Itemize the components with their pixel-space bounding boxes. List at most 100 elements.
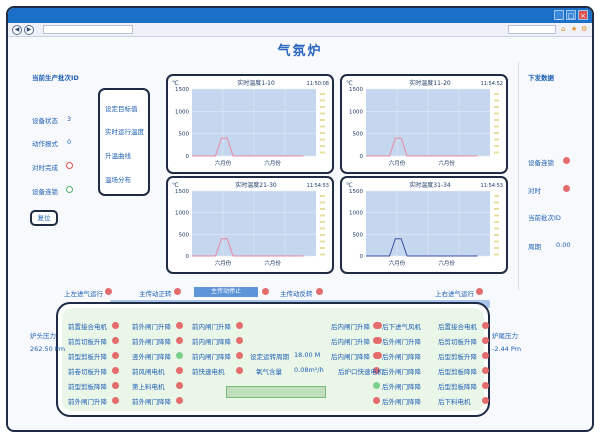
home-icon[interactable]: ⌂ [561, 25, 566, 33]
y-tick-label: 500 [179, 132, 190, 138]
furnace-item-label: 前型剪板降降 [68, 383, 107, 391]
chart-unit: ℃ [346, 182, 353, 189]
furnace-item-indicator[interactable] [373, 337, 380, 344]
legend-swatch [320, 214, 325, 217]
furnace-item-indicator[interactable] [176, 337, 183, 344]
furnace-item-indicator[interactable] [112, 352, 119, 359]
time-sync-indicator [66, 162, 73, 169]
legend-swatch [494, 106, 499, 108]
legend-swatch [320, 234, 325, 236]
legend-swatch [494, 119, 499, 121]
right-pressure-label: 炉尾压力 [492, 332, 518, 340]
furnace-item-indicator[interactable] [112, 322, 119, 329]
furnace-item-indicator[interactable] [236, 352, 243, 359]
legend-swatch [494, 93, 499, 95]
address-bar[interactable] [43, 25, 133, 34]
close-icon[interactable]: × [578, 10, 588, 20]
maximize-icon[interactable]: □ [566, 10, 576, 20]
furnace-item-indicator[interactable] [176, 352, 183, 359]
furnace-item-label: 后下料电机 [438, 398, 471, 406]
series-line [366, 238, 478, 257]
search-input[interactable] [508, 25, 556, 34]
furnace-item-indicator[interactable] [373, 382, 380, 389]
chart-title: 实时温度31-34 [409, 181, 451, 189]
right-section-title: 下发数据 [528, 74, 554, 82]
furnace-item-indicator[interactable] [482, 322, 489, 329]
chart-time: 11:54:53 [307, 183, 329, 189]
legend-swatch [320, 201, 325, 204]
chart-temp-31-34: ℃ 实时温度31-34 11:54:53 0 500 1000 1500 六月份 六月份 [340, 176, 508, 274]
menu-realtime-temp[interactable]: 实时运行温度 [105, 128, 144, 136]
furnace-item-indicator[interactable] [482, 382, 489, 389]
legend-swatch [320, 145, 325, 147]
legend-swatch [494, 253, 499, 256]
reset-button[interactable]: 复位 [30, 210, 58, 226]
furnace-item-label: 第上料电机 [132, 383, 165, 391]
title-bar: _ □ × [8, 8, 592, 23]
y-tick-label: 1000 [349, 109, 363, 115]
furnace-item-indicator[interactable] [112, 382, 119, 389]
furnace-item-label: 前外闸门升降 [68, 398, 107, 406]
y-tick-label: 1500 [175, 189, 189, 195]
furnace-item-indicator[interactable] [236, 322, 243, 329]
menu-temp-field[interactable]: 温场分布 [105, 176, 131, 184]
left-gas-indicator [105, 288, 112, 295]
menu-target-setting[interactable]: 设定目标值 [105, 105, 138, 113]
furnace-item-indicator[interactable] [373, 367, 380, 374]
main-status-indicator [262, 288, 269, 295]
chart-temp-1-10: ℃ 实时温度1-10 11:50:08 0 500 1000 1500 六月份 六月份 [166, 74, 334, 174]
furnace-item-label: 前外闸门升降 [132, 323, 171, 331]
y-tick-label: 0 [186, 154, 190, 160]
furnace-item-label: 前快速电机 [192, 368, 225, 376]
action-mode-value: 0 [67, 138, 72, 146]
legend-swatch [494, 208, 499, 210]
x-tick-label: 六月份 [215, 159, 232, 167]
y-tick-label: 500 [179, 232, 190, 238]
furnace-item-indicator[interactable] [176, 322, 183, 329]
furnace-item-indicator[interactable] [176, 397, 183, 404]
x-tick-label: 六月份 [264, 259, 281, 267]
furnace-item-indicator[interactable] [112, 337, 119, 344]
right-sync-indicator [563, 185, 570, 192]
furnace-item-indicator[interactable] [176, 382, 183, 389]
furnace-item-indicator[interactable] [482, 337, 489, 344]
legend-swatch [494, 234, 499, 236]
furnace-item-label: 后内闸门升降 [331, 338, 370, 346]
furnace-item-label: 前外闸门降降 [132, 338, 171, 346]
right-sync-label: 对时 [528, 187, 541, 195]
furnace-item-label: 前内闸门降降 [192, 338, 231, 346]
legend-swatch [320, 125, 325, 128]
furnace-item-indicator[interactable] [236, 337, 243, 344]
page-title: 气氛炉 [277, 44, 323, 59]
legend-swatch [494, 195, 499, 197]
legend-swatch [320, 221, 325, 223]
legend-swatch [494, 99, 499, 102]
star-icon[interactable]: ★ [571, 25, 578, 33]
legend-swatch [320, 119, 325, 121]
furnace-item-indicator[interactable] [112, 397, 119, 404]
legend-swatch [320, 253, 325, 256]
cycle-setting-value: 18.00 M [294, 351, 321, 359]
furnace-item-indicator[interactable] [373, 352, 380, 359]
cycle-setting-label: 设定运转周期 [250, 353, 289, 361]
furnace-item-label: 后型剪板降降 [438, 383, 477, 391]
y-tick-label: 1000 [175, 109, 189, 115]
furnace-item-indicator[interactable] [373, 322, 380, 329]
minimize-icon[interactable]: _ [554, 10, 564, 20]
gear-icon[interactable]: ⚙ [581, 25, 588, 33]
furnace-item-indicator[interactable] [482, 397, 489, 404]
browser-toolbar: ◀ ▶ ⌂ ★ ⚙ [8, 23, 592, 37]
right-gas-label: 上右进气运行 [435, 290, 474, 298]
furnace-item-indicator[interactable] [482, 367, 489, 374]
legend-swatch [494, 227, 499, 230]
furnace-item-indicator[interactable] [373, 397, 380, 404]
rear-fast-motor-label: 后炉口快速电机 [338, 368, 384, 376]
furnace-item-indicator[interactable] [236, 367, 243, 374]
furnace-item-indicator[interactable] [176, 367, 183, 374]
back-icon[interactable]: ◀ [12, 25, 22, 35]
x-tick-label: 六月份 [389, 259, 406, 267]
furnace-item-indicator[interactable] [482, 352, 489, 359]
forward-icon[interactable]: ▶ [24, 25, 34, 35]
furnace-item-indicator[interactable] [112, 367, 119, 374]
menu-heating-curve[interactable]: 升温曲线 [105, 152, 131, 160]
